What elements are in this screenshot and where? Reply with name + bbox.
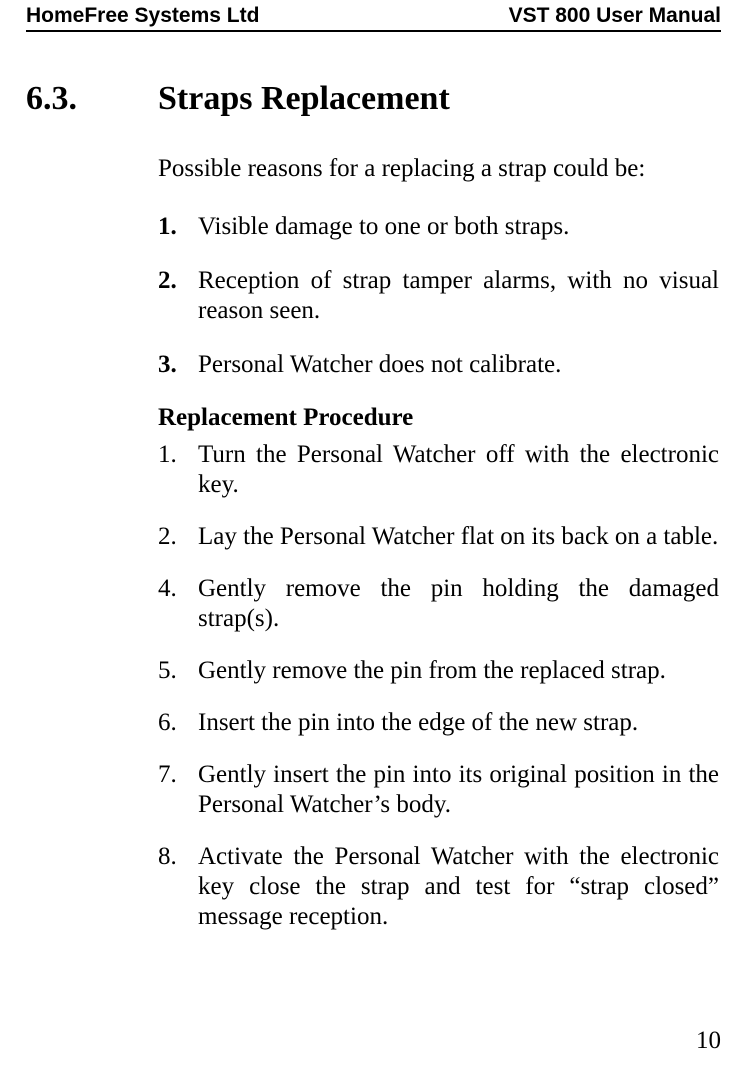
list-item: 2. Reception of strap tamper alarms, wit… (158, 266, 719, 326)
page-number: 10 (696, 1027, 721, 1055)
item-text: Visible damage to one or both straps. (198, 212, 719, 242)
item-number: 7. (158, 760, 198, 820)
item-number: 3. (158, 350, 198, 380)
item-number: 1. (158, 440, 198, 500)
header-rule (26, 30, 721, 32)
list-item: 8. Activate the Personal Watcher with th… (158, 842, 719, 932)
page-header: HomeFree Systems Ltd VST 800 User Manual (26, 0, 721, 30)
section-title: Straps Replacement (158, 80, 450, 118)
item-number: 1. (158, 212, 198, 242)
reasons-list: 1. Visible damage to one or both straps.… (158, 212, 719, 380)
list-item: 1. Turn the Personal Watcher off with th… (158, 440, 719, 500)
item-text: Gently remove the pin holding the damage… (198, 574, 719, 634)
list-item: 7. Gently insert the pin into its origin… (158, 760, 719, 820)
item-text: Personal Watcher does not calibrate. (198, 350, 719, 380)
content-block: Possible reasons for a replacing a strap… (158, 154, 719, 932)
list-item: 3. Personal Watcher does not calibrate. (158, 350, 719, 380)
intro-text: Possible reasons for a replacing a strap… (158, 154, 719, 184)
item-text: Gently remove the pin from the replaced … (198, 656, 719, 686)
list-item: 5. Gently remove the pin from the replac… (158, 656, 719, 686)
list-item: 1. Visible damage to one or both straps. (158, 212, 719, 242)
section-heading: 6.3. Straps Replacement (26, 80, 721, 118)
item-text: Turn the Personal Watcher off with the e… (198, 440, 719, 500)
item-number: 5. (158, 656, 198, 686)
list-item: 2. Lay the Personal Watcher flat on its … (158, 522, 719, 552)
subheading: Replacement Procedure (158, 404, 719, 432)
list-item: 4. Gently remove the pin holding the dam… (158, 574, 719, 634)
item-text: Activate the Personal Watcher with the e… (198, 842, 719, 932)
item-number: 6. (158, 708, 198, 738)
page: HomeFree Systems Ltd VST 800 User Manual… (0, 0, 747, 1083)
item-number: 2. (158, 522, 198, 552)
steps-list: 1. Turn the Personal Watcher off with th… (158, 440, 719, 932)
list-item: 6. Insert the pin into the edge of the n… (158, 708, 719, 738)
item-text: Lay the Personal Watcher flat on its bac… (198, 522, 719, 552)
item-text: Reception of strap tamper alarms, with n… (198, 266, 719, 326)
section-number: 6.3. (26, 80, 158, 118)
header-right: VST 800 User Manual (509, 4, 721, 28)
item-text: Insert the pin into the edge of the new … (198, 708, 719, 738)
item-number: 2. (158, 266, 198, 326)
item-number: 4. (158, 574, 198, 634)
item-number: 8. (158, 842, 198, 932)
header-left: HomeFree Systems Ltd (26, 4, 259, 28)
item-text: Gently insert the pin into its original … (198, 760, 719, 820)
